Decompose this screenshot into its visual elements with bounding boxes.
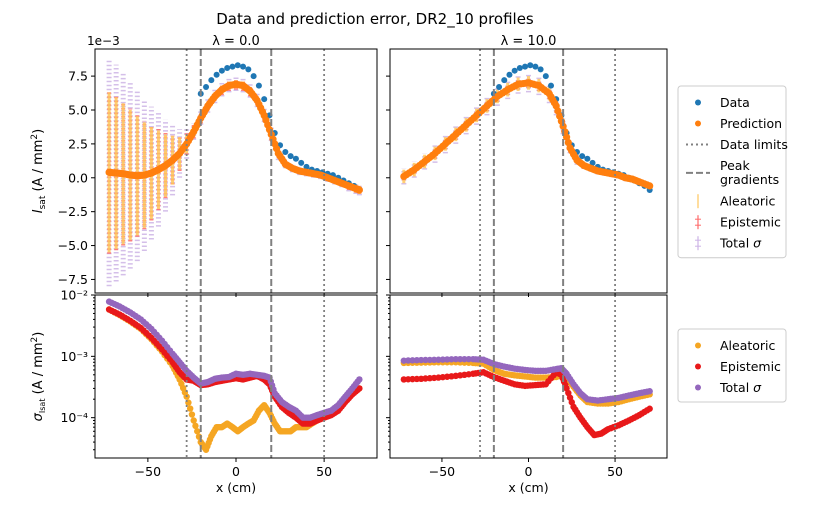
point-data xyxy=(218,67,225,74)
y-tick-label: −2.5 xyxy=(58,204,88,219)
point-prediction xyxy=(562,133,571,141)
x-tick-label: 0 xyxy=(232,464,240,479)
point-data xyxy=(532,63,539,70)
legend-frame xyxy=(677,328,787,403)
point-data xyxy=(584,155,591,162)
y-tick-label: 7.5 xyxy=(68,69,88,84)
plot-area-top-right xyxy=(400,62,654,193)
point-data xyxy=(589,159,596,166)
point-data xyxy=(527,62,534,69)
point-aleatoric xyxy=(186,405,194,412)
legend-label: Total σ xyxy=(719,380,762,395)
point-data xyxy=(234,62,241,69)
y-tick-label: 0.0 xyxy=(68,170,88,185)
y-axis-label: σIsat (A / mm2) xyxy=(30,332,47,422)
point-data xyxy=(203,83,210,90)
point-data xyxy=(255,82,262,89)
point-aleatoric xyxy=(194,428,201,435)
point-data xyxy=(292,155,299,162)
point-total xyxy=(356,376,363,383)
point-aleatoric xyxy=(188,411,196,418)
plot-area-top-left xyxy=(105,58,363,287)
legend-marker xyxy=(695,363,701,370)
legend-label: Total σ xyxy=(719,236,762,251)
point-aleatoric xyxy=(190,417,197,424)
point-data xyxy=(511,67,518,74)
point-prediction xyxy=(564,138,572,147)
legend-label: Data limits xyxy=(720,137,788,152)
point-data xyxy=(250,73,257,80)
legend-bottom: Aleatoric Epistemic Total σ xyxy=(677,328,787,403)
point-prediction xyxy=(355,186,363,194)
legend-marker xyxy=(695,99,701,106)
offset-label: 1e−3 xyxy=(87,34,120,48)
y-tick-label: 10⁻³ xyxy=(60,349,88,364)
legend-marker xyxy=(695,384,701,391)
point-data xyxy=(261,96,268,103)
y-tick-label: 10⁻⁴ xyxy=(60,410,88,425)
y-tick-label: −7.5 xyxy=(58,272,88,287)
panel-title: λ = 10.0 xyxy=(501,34,557,49)
point-data xyxy=(501,77,508,84)
panel-bottom-left: 10⁻² 10⁻³ 10⁻⁴ −50 0 50 x (cm) σIsat (A / mm2) xyxy=(30,288,378,495)
point-epistemic xyxy=(646,405,653,412)
legend-label: Data xyxy=(720,95,750,110)
point-data xyxy=(229,63,236,70)
y-tick-label: −5.0 xyxy=(58,238,88,253)
point-total xyxy=(646,388,653,395)
plot-area-bottom-right xyxy=(400,355,653,439)
legend-label: Epistemic xyxy=(720,359,781,374)
panel-top-right: λ = 10.0 xyxy=(386,34,668,297)
point-data xyxy=(224,64,231,71)
point-prediction xyxy=(559,122,567,130)
y-axis-label: Isat (A / mm2) xyxy=(30,129,48,213)
legend-label: Prediction xyxy=(720,116,782,131)
x-tick-label: 50 xyxy=(607,464,623,479)
point-data xyxy=(542,73,549,80)
x-tick-label: 0 xyxy=(525,464,533,479)
point-data xyxy=(496,83,503,90)
legend-label: gradients xyxy=(720,172,779,187)
panel-bottom-right: −50 0 50 x (cm) xyxy=(386,294,668,495)
x-tick-label: −50 xyxy=(135,464,161,479)
legend-label: Peak xyxy=(720,158,750,173)
x-tick-label: −50 xyxy=(429,464,455,479)
panel-title: λ = 0.0 xyxy=(212,34,260,49)
point-data xyxy=(298,159,305,166)
legend-marker xyxy=(695,342,701,349)
x-axis-label: x (cm) xyxy=(508,480,548,495)
point-data xyxy=(579,153,586,160)
point-data xyxy=(287,153,294,160)
point-data xyxy=(208,77,215,84)
x-axis-label: x (cm) xyxy=(216,480,256,495)
legend-marker xyxy=(695,120,701,127)
point-data xyxy=(537,66,544,73)
plots-group: λ = 0.0 1e−3 7.5 5.0 2.5 0.0 −2.5 −5.0 −7.5 Isat … xyxy=(30,34,668,495)
point-data xyxy=(240,63,247,70)
y-tick-label: 10⁻² xyxy=(60,288,88,303)
y-tick-label: 5.0 xyxy=(68,103,88,118)
point-epistemic xyxy=(356,385,363,392)
y-tick-label: 2.5 xyxy=(68,136,88,151)
point-data xyxy=(282,149,289,156)
x-tick-label: 50 xyxy=(316,464,332,479)
point-data xyxy=(548,82,555,89)
point-data xyxy=(516,64,523,71)
legend-frame xyxy=(677,85,787,259)
legend-label: Epistemic xyxy=(720,215,781,230)
point-prediction xyxy=(646,182,654,190)
legend-label: Aleatoric xyxy=(720,194,776,209)
figure-title: Data and prediction error, DR2_10 profil… xyxy=(216,10,534,29)
point-data xyxy=(506,71,513,78)
legend-label: Aleatoric xyxy=(720,338,776,353)
panel-top-left: λ = 0.0 1e−3 7.5 5.0 2.5 0.0 −2.5 −5.0 −7.5 Isat … xyxy=(30,34,378,297)
point-data xyxy=(245,66,252,73)
point-data xyxy=(213,71,220,78)
point-data xyxy=(522,63,529,70)
point-aleatoric xyxy=(192,422,199,430)
